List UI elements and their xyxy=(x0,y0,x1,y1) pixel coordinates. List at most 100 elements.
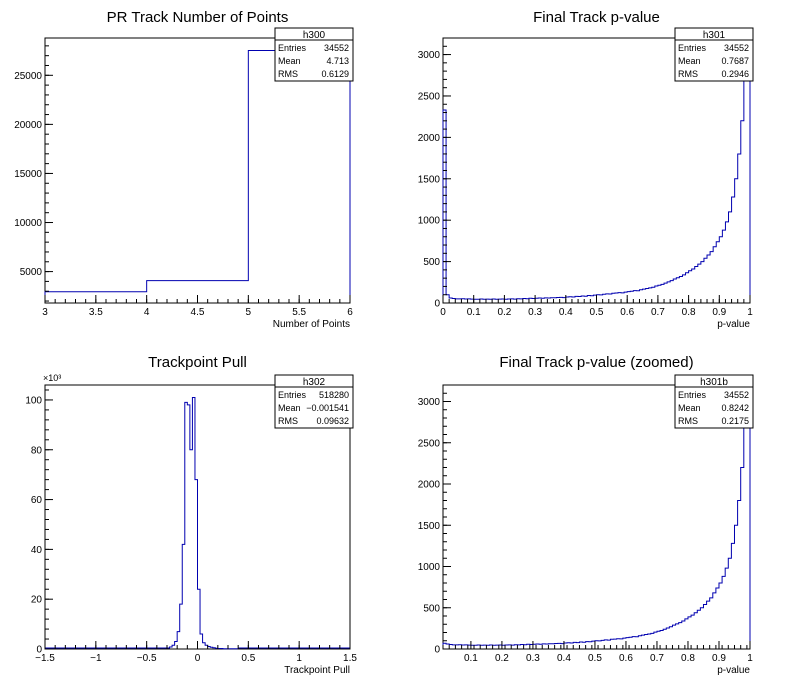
stats-row-label: RMS xyxy=(278,69,298,79)
x-tick-label: 3.5 xyxy=(89,307,103,318)
y-axis: 5000 10000 15000 20000 25000 xyxy=(14,45,53,302)
stats-row-value: 0.8242 xyxy=(721,403,749,413)
x-tick-label: 0.2 xyxy=(497,307,511,318)
y-tick-label: 0 xyxy=(434,645,440,656)
x-tick-label: 0.5 xyxy=(241,653,255,664)
stats-box-name: h300 xyxy=(303,30,326,41)
stats-box-frame xyxy=(274,27,354,82)
x-tick-label: −1 xyxy=(90,653,102,664)
x-tick-label: 0.9 xyxy=(712,307,726,318)
stats-box-frame xyxy=(674,374,754,429)
y-tick-label: 20000 xyxy=(14,120,42,131)
x-tick-label: 0.5 xyxy=(590,307,604,318)
x-tick-label: 0.6 xyxy=(620,307,634,318)
stats-row-value: 0.09632 xyxy=(316,416,349,426)
stats-row-label: Entries xyxy=(278,43,307,53)
histogram-line xyxy=(442,41,751,303)
x-tick-label: 1 xyxy=(296,653,302,664)
x-axis: 0 0.1 0.2 0.3 0.4 0.5 0.6 0.7 0.8 0.9 1 xyxy=(440,295,753,318)
x-tick-label: 0.5 xyxy=(588,653,602,664)
y-tick-label: 2000 xyxy=(418,480,441,491)
stats-row-label: Mean xyxy=(278,56,301,66)
histogram-line xyxy=(166,396,239,650)
histogram-series xyxy=(442,388,751,649)
stats-row-label: Entries xyxy=(278,390,307,400)
y-tick-label: 20 xyxy=(31,595,43,606)
histogram-panel-h301: Final Track p-value 0 0.1 0.2 0.3 0.4 0.5 0.6 0.… xyxy=(418,9,754,330)
stats-box-name: h301 xyxy=(703,30,726,41)
x-tick-label: 3 xyxy=(42,307,48,318)
y-axis: 0 500 1000 1500 2000 2500 3000 xyxy=(418,384,451,656)
y-tick-label: 1500 xyxy=(418,174,441,185)
stats-box-frame xyxy=(274,374,354,429)
histogram-title: Final Track p-value xyxy=(533,9,660,26)
x-tick-label: 0 xyxy=(440,307,446,318)
x-axis-label: Trackpoint Pull xyxy=(284,665,350,676)
x-tick-label: 5 xyxy=(246,307,252,318)
stats-row-label: RMS xyxy=(678,416,698,426)
x-axis: 3 3.5 4 4.5 5 5.5 6 xyxy=(42,295,353,318)
x-tick-label: 0.8 xyxy=(682,307,696,318)
y-tick-label: 0 xyxy=(36,645,42,656)
y-tick-label: 500 xyxy=(423,257,440,268)
y-tick-label: 2000 xyxy=(418,133,441,144)
y-tick-label: 500 xyxy=(423,603,440,614)
x-tick-label: 0 xyxy=(195,653,201,664)
stats-row-label: Mean xyxy=(678,403,701,413)
x-tick-label: 0.8 xyxy=(681,653,695,664)
y-tick-label: 15000 xyxy=(14,169,42,180)
stats-row-value: 4.713 xyxy=(326,56,349,66)
histogram-title: Trackpoint Pull xyxy=(148,354,247,371)
x-tick-label: 0.7 xyxy=(651,307,665,318)
y-tick-label: 40 xyxy=(31,545,43,556)
y-tick-label: 25000 xyxy=(14,71,42,82)
stats-row-label: Entries xyxy=(678,390,707,400)
y-tick-label: 0 xyxy=(434,299,440,310)
y-tick-label: 3000 xyxy=(418,397,441,408)
x-axis-label: p-value xyxy=(717,319,750,330)
y-tick-label: 10000 xyxy=(14,218,42,229)
x-tick-label: 0.6 xyxy=(619,653,633,664)
stats-row-value: −0.001541 xyxy=(306,403,349,413)
histogram-panel-h301b: Final Track p-value (zoomed) 0.1 0.2 0.3 0.4… xyxy=(418,354,754,676)
histogram-title: Final Track p-value (zoomed) xyxy=(499,354,693,371)
x-tick-label: 0.7 xyxy=(650,653,664,664)
y-tick-label: 60 xyxy=(31,495,43,506)
histogram-series xyxy=(442,41,751,303)
histogram-panel-h302: Trackpoint Pull −1.5 −1 −0.5 0 0.5 1 1.5 0 20 40 60… xyxy=(25,354,357,676)
x-tick-label: 1 xyxy=(747,653,753,664)
y-tick-label: 1500 xyxy=(418,521,441,532)
stats-box-name: h302 xyxy=(303,377,326,388)
histogram-title: PR Track Number of Points xyxy=(107,9,289,26)
x-tick-label: 4 xyxy=(144,307,150,318)
y-tick-label: 5000 xyxy=(20,267,43,278)
x-tick-label: 0.9 xyxy=(712,653,726,664)
y-tick-label: 80 xyxy=(31,445,43,456)
y-axis: 0 500 1000 1500 2000 2500 3000 xyxy=(418,37,451,310)
y-axis: 0 20 40 60 80 100 xyxy=(25,389,53,656)
x-tick-label: 1.5 xyxy=(343,653,357,664)
x-tick-label: 5.5 xyxy=(292,307,306,318)
x-tick-label: −0.5 xyxy=(137,653,157,664)
x-axis-label: p-value xyxy=(717,665,750,676)
y-tick-label: 100 xyxy=(25,395,42,406)
x-tick-label: 0.2 xyxy=(495,653,509,664)
stats-row-label: RMS xyxy=(678,69,698,79)
x-tick-label: 0.4 xyxy=(557,653,571,664)
y-tick-label: 3000 xyxy=(418,50,441,61)
histogram-line xyxy=(442,388,751,649)
stats-row-value: 0.2946 xyxy=(721,69,749,79)
stats-row-value: 518280 xyxy=(319,390,349,400)
stats-box-name: h301b xyxy=(700,377,728,388)
x-tick-label: 4.5 xyxy=(191,307,205,318)
y-tick-label: 1000 xyxy=(418,562,441,573)
x-tick-label: 0.1 xyxy=(467,307,481,318)
x-tick-label: 1 xyxy=(747,307,753,318)
x-tick-label: 0.3 xyxy=(528,307,542,318)
stats-box: h302 Entries 518280 Mean −0.001541 RMS 0.09632 xyxy=(274,374,354,429)
y-tick-label: 1000 xyxy=(418,216,441,227)
x-tick-label: −1.5 xyxy=(35,653,55,664)
stats-box: h300 Entries 34552 Mean 4.713 RMS 0.6129 xyxy=(274,27,354,82)
